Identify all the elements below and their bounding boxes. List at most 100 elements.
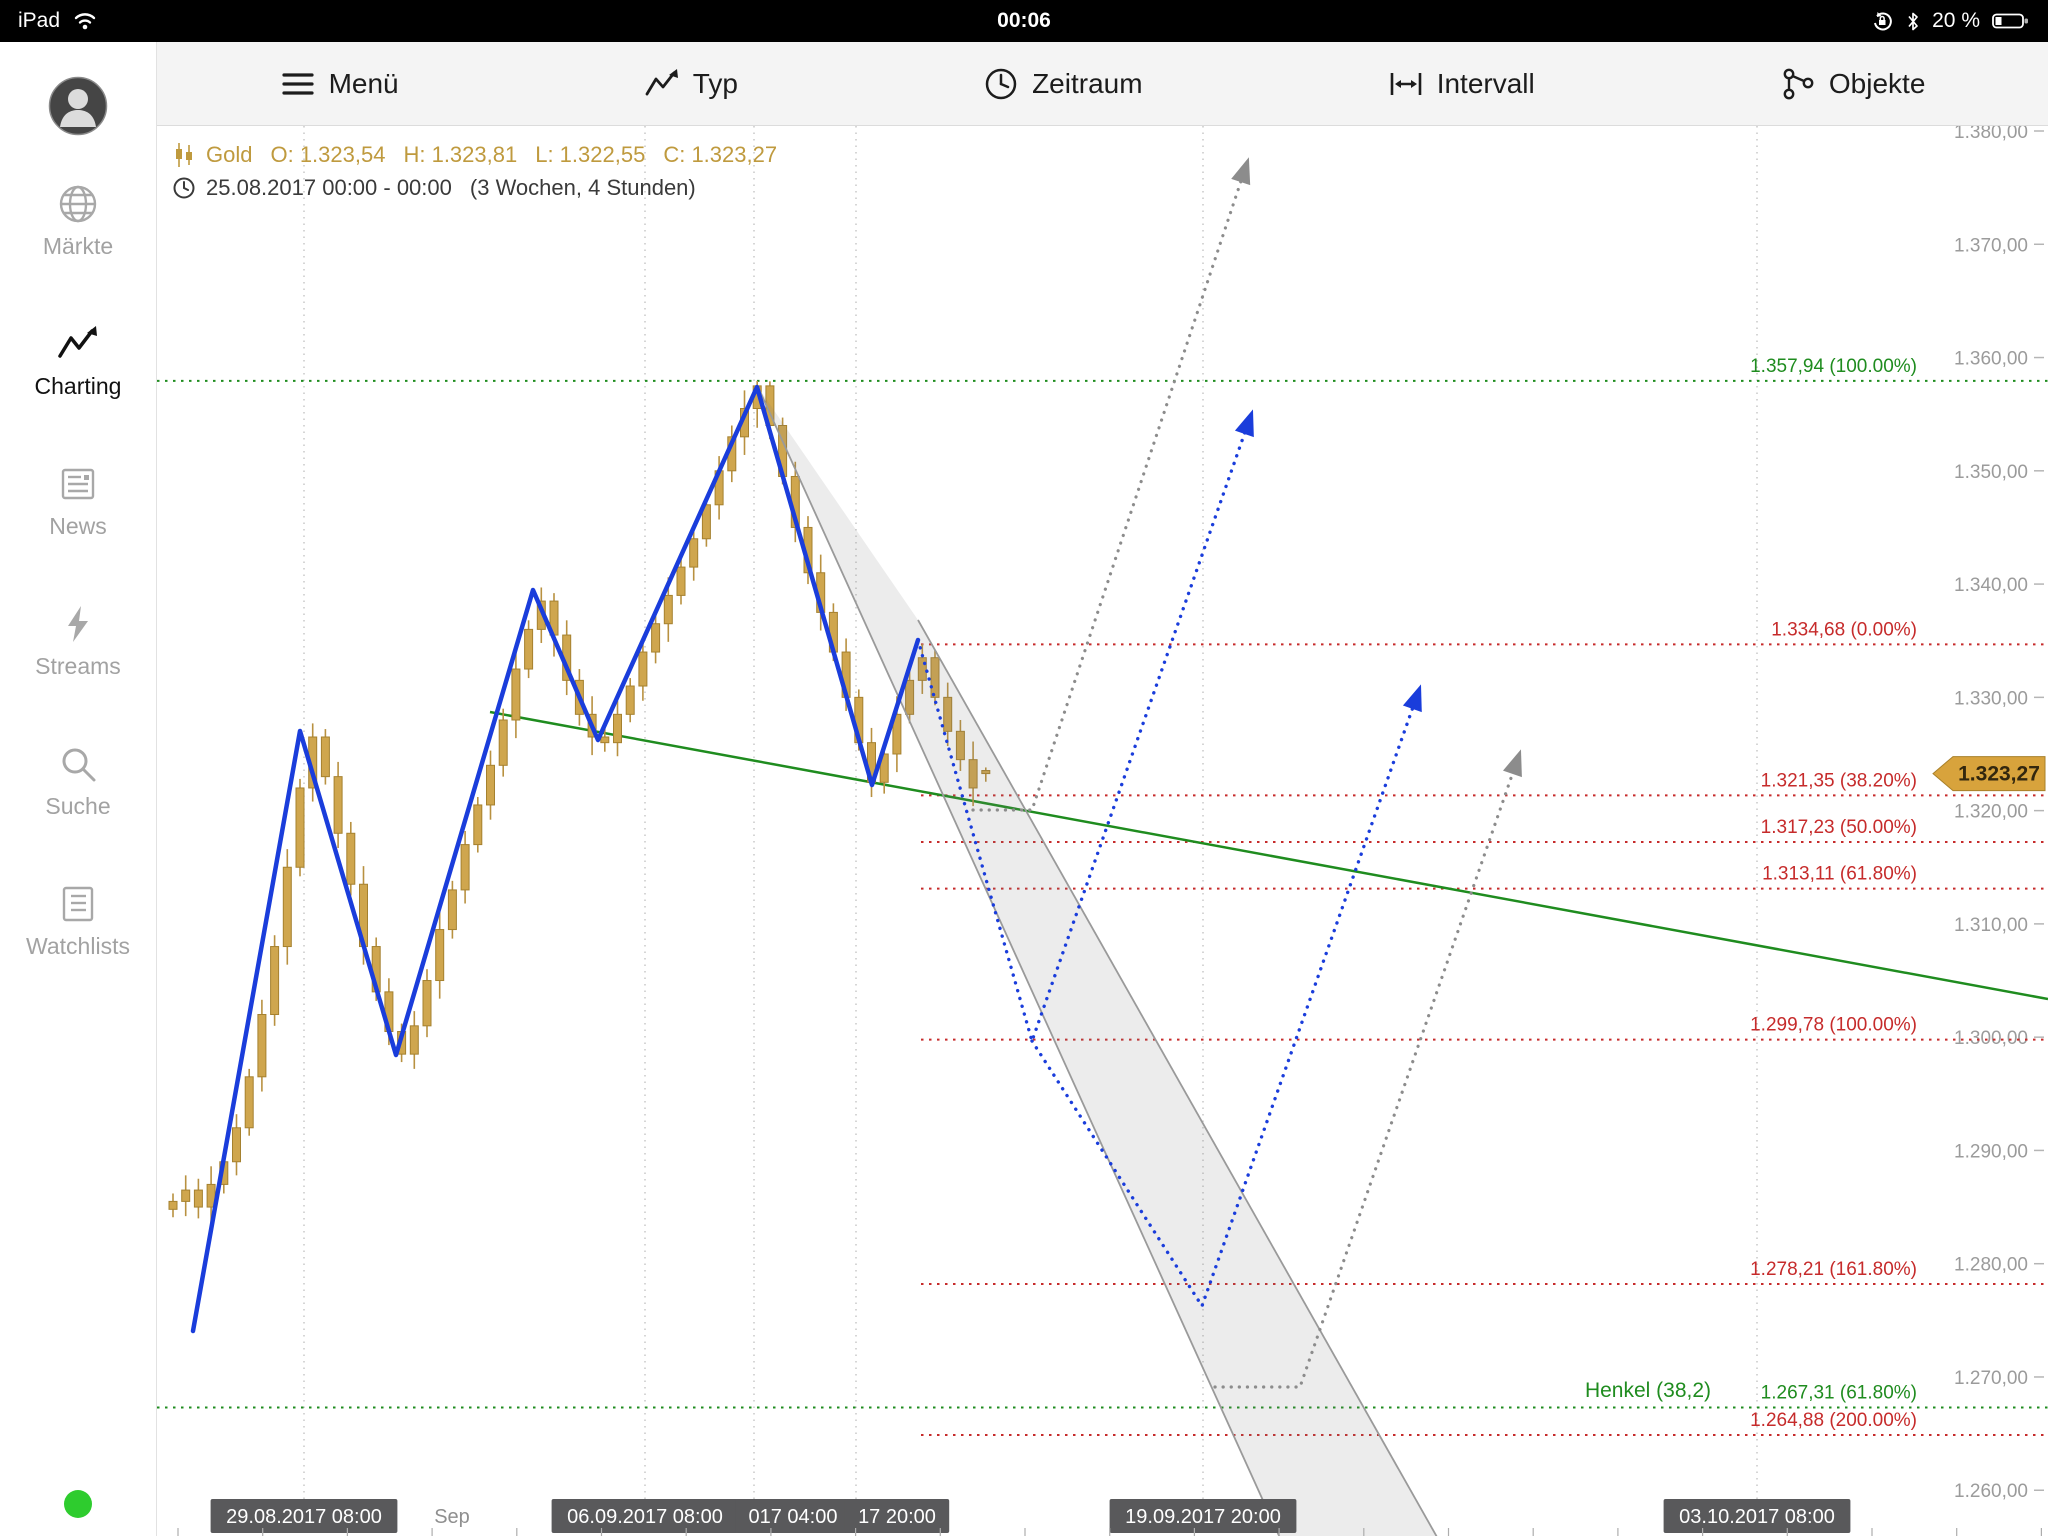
svg-text:1.278,21 (161.80%): 1.278,21 (161.80%) [1750,1259,1917,1280]
svg-text:1.320,00: 1.320,00 [1954,802,2028,823]
chart-line-icon [58,326,97,358]
sidebar-item-streams[interactable]: Streams [35,602,121,680]
battery-percent: 20 % [1932,9,1980,32]
svg-text:1.299,78 (100.00%): 1.299,78 (100.00%) [1750,1015,1917,1036]
svg-text:1.313,11 (61.80%): 1.313,11 (61.80%) [1762,864,1917,885]
toolbar-item-typ[interactable]: Typ [644,66,738,102]
svg-text:1.323,27: 1.323,27 [1958,763,2040,786]
svg-text:1.321,35 (38.20%): 1.321,35 (38.20%) [1761,770,1917,791]
svg-text:1.300,00: 1.300,00 [1954,1028,2028,1049]
clock-time: 00:06 [997,9,1051,32]
trendline[interactable] [489,710,2048,1001]
svg-text:1.360,00: 1.360,00 [1954,349,2028,370]
svg-text:19.09.2017 20:00: 19.09.2017 20:00 [1125,1506,1281,1528]
annotation-label: Henkel (38,2) [1585,1379,1711,1402]
legend-close: C: 1.323,27 [663,141,778,167]
sidebar-item-label: News [49,513,107,539]
news-icon [61,468,95,500]
chart-legend: Gold O: 1.323,54 H: 1.323,81 L: 1.322,55… [172,138,785,204]
toolbar-item-menu[interactable]: Menü [280,66,399,102]
legend-high: H: 1.323,81 [403,141,518,167]
toolbar-item-label: Typ [692,67,738,99]
svg-text:1.310,00: 1.310,00 [1954,915,2028,936]
legend-low: L: 1.322,55 [535,141,646,167]
svg-text:1.264,88 (200.00%): 1.264,88 (200.00%) [1750,1410,1917,1431]
svg-text:1.350,00: 1.350,00 [1954,462,2028,483]
svg-text:1.280,00: 1.280,00 [1954,1255,2028,1276]
svg-text:29.08.2017 08:00: 29.08.2017 08:00 [226,1506,382,1528]
chart-toolbar: Menü Typ Zeitraum Intervall [157,42,2048,126]
interval-icon [1390,72,1422,95]
svg-text:1.357,94 (100.00%): 1.357,94 (100.00%) [1750,356,1917,377]
objects-icon [1783,68,1814,99]
sidebar-item-label: Suche [45,793,111,819]
svg-text:Sep: Sep [434,1506,470,1528]
globe-icon [59,185,97,223]
svg-text:17 20:00: 17 20:00 [858,1506,936,1528]
svg-text:1.270,00: 1.270,00 [1954,1368,2028,1389]
wifi-icon [74,13,96,30]
legend-timerange: 25.08.2017 00:00 - 00:00 [206,174,452,200]
current-price-tag: 1.323,27 [1932,756,2046,792]
sidebar-item-charting[interactable]: Charting [34,322,122,400]
sidebar-item-suche[interactable]: Suche [45,742,111,820]
projection-arrow-blue-2[interactable] [1030,684,1422,1310]
vertical-gridlines [303,126,1758,1536]
svg-text:1.340,00: 1.340,00 [1954,575,2028,596]
svg-text:1.267,31 (61.80%): 1.267,31 (61.80%) [1761,1382,1917,1403]
sidebar-item-label: Watchlists [26,933,130,959]
search-icon [62,748,96,782]
device-label: iPad [18,9,61,32]
sidebar-item-maerkte[interactable]: Märkte [43,182,113,260]
svg-text:03.10.2017 08:00: 03.10.2017 08:00 [1679,1506,1835,1528]
legend-open: O: 1.323,54 [270,141,386,167]
x-axis-ticks [177,1528,2043,1536]
svg-text:1.290,00: 1.290,00 [1954,1141,2028,1162]
elliott-wave-line[interactable] [190,384,921,1334]
svg-text:1.334,68 (0.00%): 1.334,68 (0.00%) [1771,619,1917,640]
toolbar-item-intervall[interactable]: Intervall [1388,66,1535,102]
candlestick-series [168,380,991,1226]
svg-text:1.260,00: 1.260,00 [1954,1481,2028,1502]
orientation-lock-icon [1874,12,1892,31]
legend-symbol: Gold [206,141,253,167]
toolbar-item-label: Menü [328,67,399,99]
watchlist-icon [62,886,94,922]
sidebar-item-label: Märkte [42,233,114,259]
legend-interval-info: (3 Wochen, 4 Stunden) [469,174,696,200]
status-bar: iPad 00:06 20 % [0,0,2048,42]
avatar[interactable] [48,76,108,136]
svg-text:06.09.2017 08:00: 06.09.2017 08:00 [567,1506,723,1528]
projection-arrow-blue-1[interactable] [916,409,1254,1047]
target-levels[interactable]: 1.357,94 (100.00%) 1.267,31 (61.80%) [157,356,2048,1409]
sidebar-item-news[interactable]: News [49,462,107,540]
battery-icon [1992,13,2028,29]
svg-text:017 04:00: 017 04:00 [749,1506,838,1528]
fibonacci-retracement[interactable]: 1.334,68 (0.00%) 1.321,35 (38.20%) 1.317,2… [921,619,2048,1436]
sidebar-item-label: Streams [35,653,121,679]
menu-icon [281,72,314,95]
toolbar-item-label: Zeitraum [1032,67,1143,99]
svg-text:1.317,23 (50.00%): 1.317,23 (50.00%) [1761,817,1917,838]
svg-text:1.330,00: 1.330,00 [1954,688,2028,709]
candlestick-icon [176,142,192,167]
toolbar-item-zeitraum[interactable]: Zeitraum [983,66,1143,102]
clock-icon [985,68,1017,99]
toolbar-item-label: Intervall [1436,67,1535,99]
y-axis: 1.380,00 1.370,00 1.360,00 1.350,00 1.340,00… [1954,122,2044,1502]
toolbar-item-objekte[interactable]: Objekte [1780,66,1926,102]
toolbar-item-label: Objekte [1828,67,1926,99]
lightning-icon [67,606,88,642]
sidebar: Märkte Charting News Streams Suche [0,42,157,1536]
clock-icon [173,177,195,198]
chart-type-icon [645,68,678,95]
trend-channel[interactable] [757,386,1450,1536]
connection-status-dot [64,1490,92,1518]
x-axis-labels: 29.08.2017 08:00 06.09.2017 08:00 017 04:0… [210,1499,1851,1533]
sidebar-item-label: Charting [34,373,122,399]
bluetooth-icon [1908,12,1918,30]
svg-text:1.380,00: 1.380,00 [1954,122,2028,143]
sidebar-item-watchlists[interactable]: Watchlists [26,882,130,960]
projection-arrow-gray-1[interactable] [971,157,1251,812]
